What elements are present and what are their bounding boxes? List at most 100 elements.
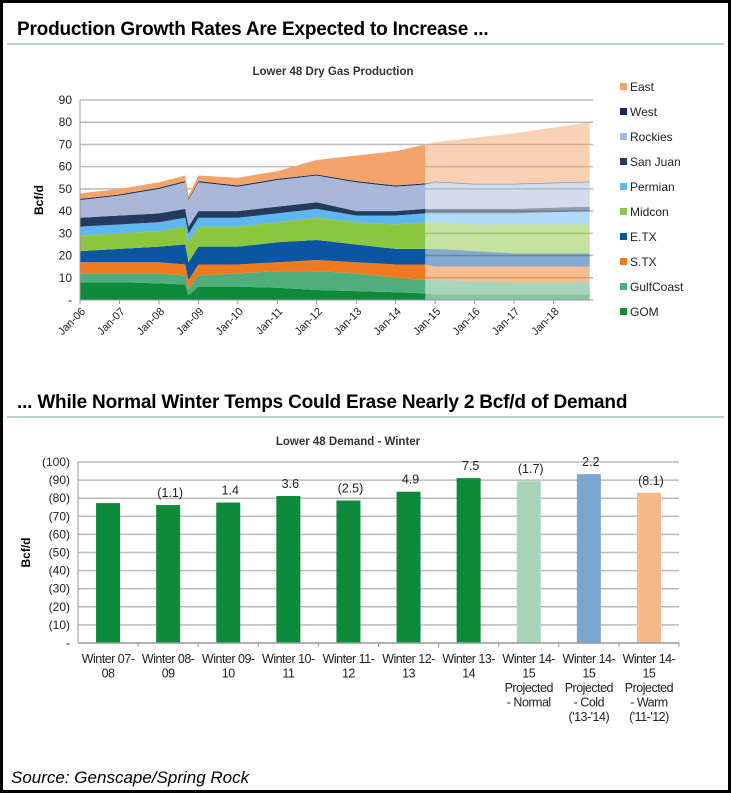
area-west-projected <box>425 181 590 185</box>
area-permian <box>80 208 426 243</box>
bar <box>276 496 301 643</box>
bar <box>396 491 421 643</box>
x-tick-label: 08 <box>102 667 115 681</box>
x-tick-label: ('11-'12) <box>629 710 669 724</box>
y-tick-label: - <box>68 293 72 307</box>
bar <box>576 474 601 643</box>
data-label: (8.1) <box>638 474 664 488</box>
x-tick-label: 10 <box>222 667 235 681</box>
area-midcon-projected <box>425 222 590 254</box>
x-tick-label: Jan-15 <box>411 306 443 338</box>
y-tick-label: 90 <box>59 93 73 107</box>
legend-swatch <box>620 183 627 190</box>
legend-label: GOM <box>630 305 659 319</box>
y-tick-label: 40 <box>59 204 73 218</box>
area-etx-projected <box>425 248 590 267</box>
x-tick-label: Jan-16 <box>450 306 482 338</box>
legend-label: Permian <box>630 180 675 194</box>
legend-swatch <box>620 108 627 115</box>
source-note: Source: Genscape/Spring Rock <box>11 768 250 787</box>
x-tick-label: Jan-18 <box>529 306 561 338</box>
data-label: 7.5 <box>462 459 479 473</box>
legend-label: East <box>630 80 655 94</box>
bar <box>336 500 361 643</box>
area-permian-projected <box>425 211 590 225</box>
y-axis-label: Bcf/d <box>32 185 46 215</box>
chart-title: Lower 48 Demand - Winter <box>276 436 421 448</box>
legend-swatch <box>620 233 627 240</box>
y-tick-label: 80 <box>59 115 73 129</box>
data-label: (2.5) <box>338 482 364 496</box>
legend-label: San Juan <box>630 155 681 169</box>
legend-swatch <box>620 133 627 140</box>
area-east <box>80 144 426 199</box>
legend-label: E.TX <box>630 230 657 244</box>
bar <box>216 502 241 643</box>
legend-label: West <box>630 105 658 119</box>
x-tick-label: 13 <box>402 667 415 681</box>
x-tick-label: - Cold <box>574 696 605 710</box>
area-sanjuan-projected <box>425 206 590 214</box>
y-tick-label: (20) <box>49 600 70 614</box>
x-tick-label: Winter 08- <box>142 652 195 666</box>
x-tick-label: Winter 14- <box>502 652 555 666</box>
y-tick-label: (60) <box>49 527 70 541</box>
y-axis-label: Bcf/d <box>19 538 33 568</box>
data-label: 4.9 <box>402 473 419 487</box>
legend-swatch <box>620 208 627 215</box>
x-tick-label: 15 <box>522 667 535 681</box>
x-tick-label: 12 <box>342 667 355 681</box>
y-tick-label: 70 <box>59 137 73 151</box>
x-tick-label: Jan-14 <box>372 306 404 338</box>
x-tick-label: Jan-08 <box>135 306 167 338</box>
y-tick-label: - <box>66 636 70 650</box>
legend-swatch <box>620 83 627 90</box>
x-tick-label: 11 <box>282 667 295 681</box>
area-rockies-projected <box>425 182 590 209</box>
x-tick-label: Projected <box>565 681 614 695</box>
x-tick-label: Jan-12 <box>293 306 325 338</box>
top-heading: Production Growth Rates Are Expected to … <box>17 19 489 40</box>
data-label: 2.2 <box>582 455 599 469</box>
y-tick-label: (100) <box>42 455 70 469</box>
legend-swatch <box>620 308 627 315</box>
bar <box>636 492 661 643</box>
x-tick-label: 15 <box>582 667 595 681</box>
area-stx-projected <box>425 264 590 283</box>
area-etx <box>80 240 426 280</box>
x-tick-label: Winter 14- <box>563 652 616 666</box>
legend-swatch <box>620 158 627 165</box>
x-tick-label: Jan-06 <box>56 306 88 338</box>
x-tick-label: Jan-13 <box>332 306 364 338</box>
area-gom-projected <box>425 293 590 300</box>
data-label: (1.7) <box>518 462 544 476</box>
legend-label: Rockies <box>630 130 673 144</box>
demand-chart: Lower 48 Demand - Winter - (10) (20) (30) (40… <box>19 436 680 724</box>
area-east-projected <box>425 122 590 184</box>
y-tick-label: 20 <box>59 249 73 263</box>
x-tick-label: Jan-17 <box>490 306 522 338</box>
x-tick-label: - Warm <box>630 696 668 710</box>
x-tick-label: ('13-'14) <box>569 710 610 724</box>
data-label: 1.4 <box>222 484 239 498</box>
bar <box>456 478 481 643</box>
legend-swatch <box>620 258 627 265</box>
bar <box>96 503 121 643</box>
area-gulfcoast-projected <box>425 280 590 295</box>
y-tick-label: 50 <box>59 182 73 196</box>
divider <box>7 416 724 418</box>
area-gulfcoast <box>80 271 426 296</box>
legend-label: GulfCoast <box>630 280 684 294</box>
bottom-heading: ... While Normal Winter Temps Could Eras… <box>17 392 628 413</box>
area-midcon <box>80 217 426 263</box>
y-tick-label: 10 <box>59 271 73 285</box>
x-tick-label: Projected <box>625 681 674 695</box>
legend-swatch <box>620 283 627 290</box>
x-tick-label: 09 <box>162 667 175 681</box>
x-tick-label: 15 <box>642 667 655 681</box>
x-tick-label: Winter 09- <box>202 652 255 666</box>
production-chart: Lower 48 Dry Gas Production - 10 20 30 40 50 60… <box>32 66 684 338</box>
x-tick-label: 14 <box>462 667 475 681</box>
x-tick-label: Jan-07 <box>95 306 127 338</box>
